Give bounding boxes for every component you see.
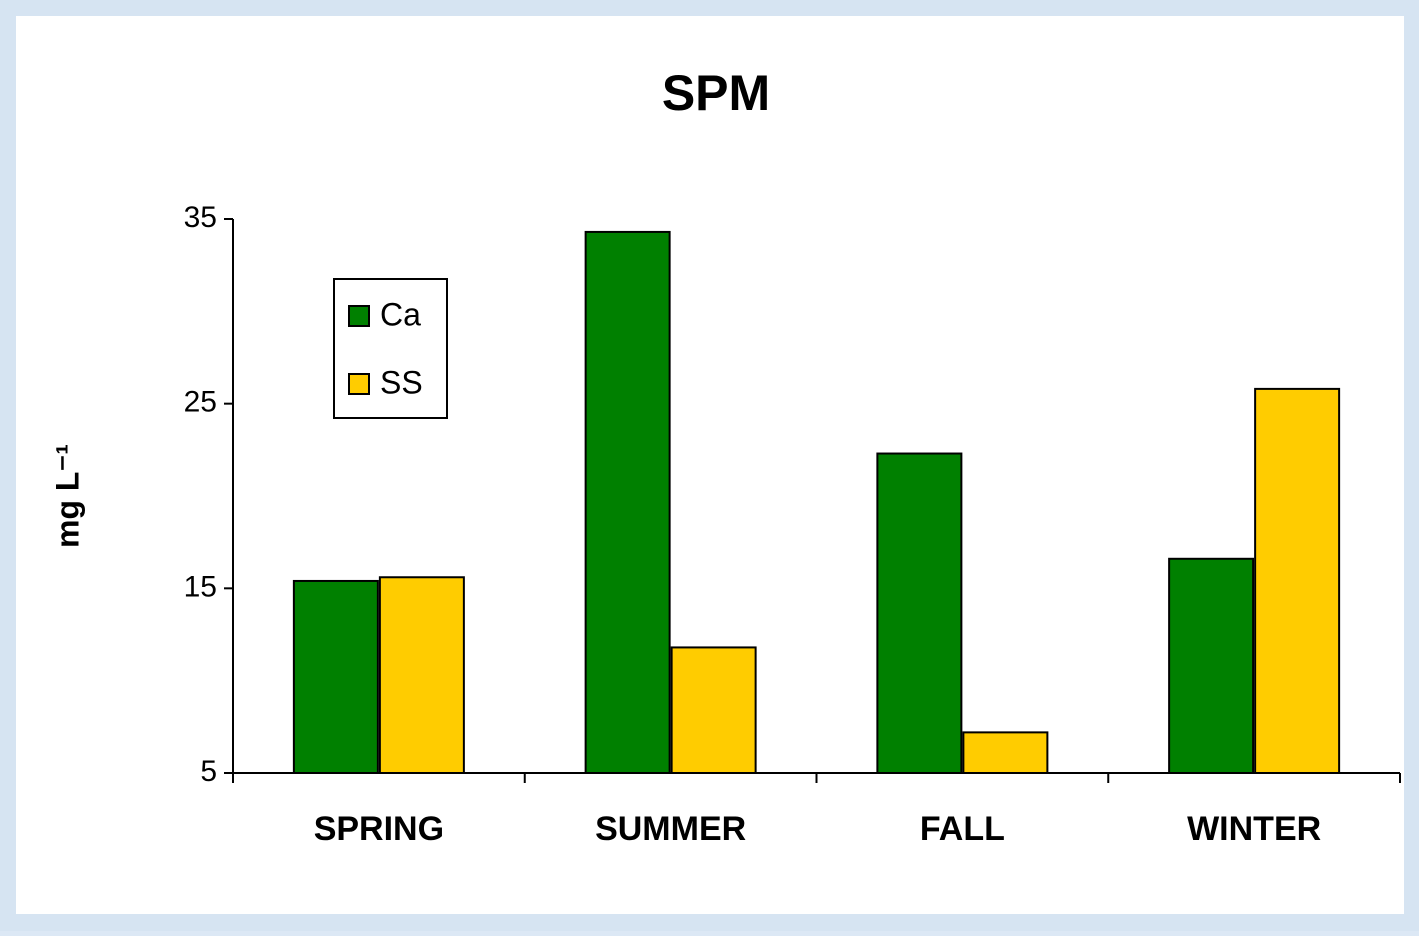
chart-title: SPM [662, 65, 770, 121]
bar [876, 452, 963, 774]
legend-swatch [348, 373, 370, 395]
y-tick-label: 15 [184, 570, 217, 603]
x-tick-label: FALL [920, 810, 1005, 848]
bar [1254, 387, 1341, 774]
x-tick-label: WINTER [1187, 810, 1321, 848]
y-tick-label: 25 [184, 386, 217, 419]
bar [584, 230, 671, 774]
bar [1168, 557, 1255, 775]
panel [16, 16, 1404, 914]
y-tick-label: 35 [184, 201, 217, 234]
bar [378, 576, 465, 775]
x-tick-label: SUMMER [595, 810, 746, 848]
legend-label: SS [380, 364, 423, 400]
bar [670, 646, 757, 775]
y-tick-label: 5 [200, 755, 217, 788]
y-axis-label: mg L⁻¹ [49, 444, 85, 548]
bar [292, 579, 379, 774]
x-tick-label: SPRING [314, 810, 444, 848]
bar [962, 731, 1049, 775]
legend-swatch [348, 305, 370, 327]
legend-label: Ca [380, 296, 421, 332]
